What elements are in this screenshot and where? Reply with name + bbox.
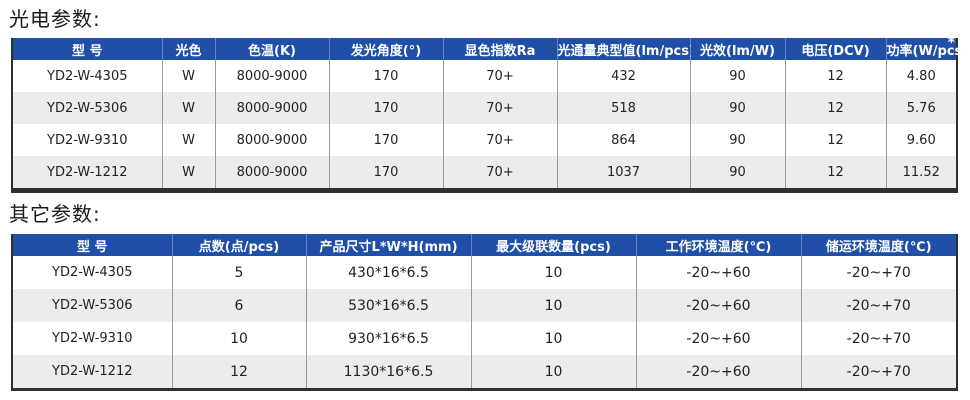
header-luminous-flux: 光通量典型值(lm/pcs): [556, 38, 695, 60]
cell-max-cascade: 10: [470, 322, 636, 355]
cell-beam-angle: 170: [328, 124, 443, 156]
header-color-temp: 色温(K): [214, 38, 329, 60]
cell-luminous-flux: 518: [556, 92, 690, 124]
header-beam-angle: 发光角度(°): [328, 38, 443, 60]
cell-beam-angle: 170: [328, 156, 443, 188]
cell-light-color: W: [161, 156, 215, 188]
other-params-table-frame: 型 号 点数(点/pcs) 产品尺寸L*W*H(mm) 最大级联数量(pcs) …: [11, 234, 958, 391]
cell-points: 6: [171, 289, 306, 322]
header-model: 型 号: [13, 38, 162, 60]
cell-power: 4.80: [885, 60, 956, 92]
cell-efficacy: 90: [689, 156, 785, 188]
cell-cri: 70+: [442, 124, 557, 156]
header-operating-temp: 工作环境温度(℃): [635, 234, 801, 256]
table-row: YD2-W-5306 6 530*16*6.5 10 -20~+60 -20~+…: [13, 289, 956, 322]
cell-cri: 70+: [442, 92, 557, 124]
table-row: YD2-W-4305 5 430*16*6.5 10 -20~+60 -20~+…: [13, 256, 956, 289]
cell-model: YD2-W-9310: [13, 124, 162, 156]
other-params-table: 型 号 点数(点/pcs) 产品尺寸L*W*H(mm) 最大级联数量(pcs) …: [13, 234, 956, 388]
cell-model: YD2-W-5306: [13, 289, 172, 322]
header-dimensions: 产品尺寸L*W*H(mm): [305, 234, 471, 256]
cell-color-temp: 8000-9000: [214, 156, 329, 188]
cell-voltage: 12: [784, 92, 886, 124]
optical-params-table-frame: 型 号 光色 色温(K) 发光角度(°) 显色指数Ra 光通量典型值(lm/pc…: [11, 35, 968, 193]
cell-model: YD2-W-9310: [13, 322, 172, 355]
cell-voltage: 12: [784, 60, 886, 92]
cell-operating-temp: -20~+60: [635, 355, 801, 388]
header-cri: 显色指数Ra: [442, 38, 557, 60]
cell-luminous-flux: 864: [556, 124, 690, 156]
cell-storage-temp: -20~+70: [800, 256, 956, 289]
cell-dimensions: 530*16*6.5: [305, 289, 471, 322]
header-max-cascade: 最大级联数量(pcs): [470, 234, 636, 256]
cell-model: YD2-W-4305: [13, 60, 162, 92]
optical-params-table: 型 号 光色 色温(K) 发光角度(°) 显色指数Ra 光通量典型值(lm/pc…: [13, 35, 968, 188]
header-light-color: 光色: [161, 38, 215, 60]
cell-color-temp: 8000-9000: [214, 92, 329, 124]
table-row: YD2-W-9310 10 930*16*6.5 10 -20~+60 -20~…: [13, 322, 956, 355]
header-power: 功率(W/pcs) *: [885, 35, 968, 60]
cell-storage-temp: -20~+70: [800, 289, 956, 322]
cell-points: 10: [171, 322, 306, 355]
cell-power: 11.52: [885, 156, 956, 188]
cell-light-color: W: [161, 92, 215, 124]
cell-storage-temp: -20~+70: [800, 322, 956, 355]
cell-beam-angle: 170: [328, 60, 443, 92]
header-storage-temp: 储运环境温度(℃): [800, 234, 956, 256]
header-model: 型 号: [13, 234, 172, 256]
cell-max-cascade: 10: [470, 355, 636, 388]
cell-max-cascade: 10: [470, 256, 636, 289]
header-mark: *: [947, 35, 955, 51]
cell-model: YD2-W-1212: [13, 355, 172, 388]
cell-operating-temp: -20~+60: [635, 289, 801, 322]
table-row: YD2-W-9310 W 8000-9000 170 70+ 864 90 12…: [13, 124, 956, 156]
cell-model: YD2-W-5306: [13, 92, 162, 124]
header-points: 点数(点/pcs): [171, 234, 306, 256]
header-efficacy: 光效(lm/W): [689, 38, 785, 60]
table-row: YD2-W-1212 W 8000-9000 170 70+ 1037 90 1…: [13, 156, 956, 188]
cell-voltage: 12: [784, 124, 886, 156]
cell-color-temp: 8000-9000: [214, 124, 329, 156]
cell-model: YD2-W-4305: [13, 256, 172, 289]
header-voltage: 电压(DCV): [784, 38, 886, 60]
cell-points: 5: [171, 256, 306, 289]
cell-luminous-flux: 432: [556, 60, 690, 92]
cell-voltage: 12: [784, 156, 886, 188]
cell-efficacy: 90: [689, 124, 785, 156]
cell-light-color: W: [161, 124, 215, 156]
table-row: YD2-W-4305 W 8000-9000 170 70+ 432 90 12…: [13, 60, 956, 92]
cell-luminous-flux: 1037: [556, 156, 690, 188]
cell-storage-temp: -20~+70: [800, 355, 956, 388]
header-power-label: 功率(W/pcs): [886, 43, 969, 59]
cell-beam-angle: 170: [328, 92, 443, 124]
cell-power: 9.60: [885, 124, 956, 156]
cell-color-temp: 8000-9000: [214, 60, 329, 92]
cell-light-color: W: [161, 60, 215, 92]
cell-model: YD2-W-1212: [13, 156, 162, 188]
cell-points: 12: [171, 355, 306, 388]
cell-efficacy: 90: [689, 92, 785, 124]
table-header-row: 型 号 点数(点/pcs) 产品尺寸L*W*H(mm) 最大级联数量(pcs) …: [13, 234, 956, 256]
table-header-row: 型 号 光色 色温(K) 发光角度(°) 显色指数Ra 光通量典型值(lm/pc…: [13, 35, 968, 60]
cell-max-cascade: 10: [470, 289, 636, 322]
table-row: YD2-W-5306 W 8000-9000 170 70+ 518 90 12…: [13, 92, 956, 124]
cell-operating-temp: -20~+60: [635, 256, 801, 289]
cell-efficacy: 90: [689, 60, 785, 92]
cell-dimensions: 1130*16*6.5: [305, 355, 471, 388]
section-title-optical: 光电参数:: [9, 7, 101, 31]
section-title-other: 其它参数:: [9, 202, 101, 226]
cell-cri: 70+: [442, 156, 557, 188]
cell-dimensions: 930*16*6.5: [305, 322, 471, 355]
cell-cri: 70+: [442, 60, 557, 92]
cell-operating-temp: -20~+60: [635, 322, 801, 355]
table-row: YD2-W-1212 12 1130*16*6.5 10 -20~+60 -20…: [13, 355, 956, 388]
cell-dimensions: 430*16*6.5: [305, 256, 471, 289]
cell-power: 5.76: [885, 92, 956, 124]
